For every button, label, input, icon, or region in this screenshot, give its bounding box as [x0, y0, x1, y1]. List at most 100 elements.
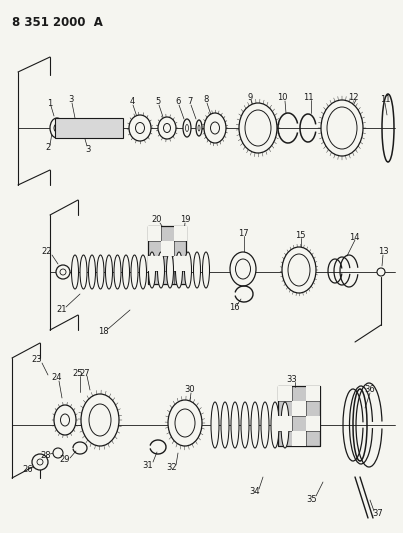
- Bar: [55, 118, 123, 138]
- Text: 28: 28: [41, 451, 51, 461]
- Ellipse shape: [158, 117, 176, 139]
- Text: 30: 30: [185, 385, 195, 394]
- Text: 17: 17: [238, 229, 248, 238]
- Ellipse shape: [131, 255, 138, 289]
- Ellipse shape: [193, 252, 201, 288]
- Text: 22: 22: [42, 247, 52, 256]
- Text: 37: 37: [373, 510, 383, 519]
- Text: 7: 7: [187, 98, 193, 107]
- Text: 4: 4: [129, 98, 135, 107]
- Ellipse shape: [231, 402, 239, 448]
- Ellipse shape: [185, 252, 191, 288]
- Bar: [161, 241, 174, 256]
- Text: 16: 16: [229, 303, 239, 312]
- Ellipse shape: [168, 400, 202, 446]
- Text: 13: 13: [378, 247, 388, 256]
- Bar: [148, 226, 161, 241]
- Circle shape: [37, 459, 43, 465]
- Text: 9: 9: [247, 93, 253, 101]
- Text: 20: 20: [152, 215, 162, 224]
- Text: 27: 27: [80, 368, 90, 377]
- Ellipse shape: [235, 259, 251, 279]
- Circle shape: [56, 265, 70, 279]
- Circle shape: [32, 454, 48, 470]
- Bar: [174, 256, 187, 271]
- Ellipse shape: [198, 125, 200, 131]
- Ellipse shape: [89, 404, 111, 436]
- Text: 36: 36: [365, 385, 375, 394]
- Text: 5: 5: [156, 98, 161, 107]
- Ellipse shape: [129, 115, 151, 141]
- Ellipse shape: [164, 124, 170, 133]
- Circle shape: [377, 268, 385, 276]
- Text: 29: 29: [60, 456, 70, 464]
- Ellipse shape: [166, 252, 174, 288]
- Text: 33: 33: [287, 375, 297, 384]
- Text: 15: 15: [295, 230, 305, 239]
- Circle shape: [60, 269, 66, 275]
- Ellipse shape: [123, 255, 129, 289]
- Text: 3: 3: [69, 95, 74, 104]
- Bar: [278, 386, 292, 401]
- Ellipse shape: [106, 255, 112, 289]
- Ellipse shape: [175, 252, 183, 288]
- Ellipse shape: [204, 113, 226, 143]
- Text: 25: 25: [73, 368, 83, 377]
- Ellipse shape: [196, 120, 202, 136]
- Text: 32: 32: [167, 464, 177, 472]
- Bar: [278, 416, 292, 431]
- Text: 26: 26: [23, 465, 33, 474]
- Ellipse shape: [251, 402, 259, 448]
- Text: 21: 21: [57, 305, 67, 314]
- Ellipse shape: [60, 414, 69, 426]
- Text: 31: 31: [143, 461, 153, 470]
- Text: 10: 10: [277, 93, 287, 102]
- Ellipse shape: [230, 252, 256, 286]
- Ellipse shape: [185, 125, 189, 132]
- Text: 19: 19: [180, 215, 190, 224]
- Bar: [306, 386, 320, 401]
- Text: 2: 2: [46, 143, 51, 152]
- Ellipse shape: [139, 255, 147, 289]
- Ellipse shape: [261, 402, 269, 448]
- Ellipse shape: [239, 103, 277, 153]
- Text: 18: 18: [98, 327, 108, 336]
- Ellipse shape: [211, 402, 219, 448]
- Ellipse shape: [97, 255, 104, 289]
- Bar: [148, 256, 161, 271]
- Ellipse shape: [327, 107, 357, 149]
- Ellipse shape: [241, 402, 249, 448]
- Ellipse shape: [54, 124, 60, 132]
- Ellipse shape: [281, 402, 289, 448]
- Ellipse shape: [175, 409, 195, 437]
- Ellipse shape: [245, 110, 271, 146]
- Ellipse shape: [135, 123, 145, 133]
- Text: 34: 34: [250, 488, 260, 497]
- Text: 35: 35: [307, 495, 317, 504]
- Ellipse shape: [114, 255, 121, 289]
- Bar: [148, 226, 186, 284]
- Ellipse shape: [158, 252, 164, 288]
- Bar: [292, 401, 306, 416]
- Text: 24: 24: [52, 374, 62, 383]
- Ellipse shape: [89, 255, 96, 289]
- Bar: [278, 386, 320, 446]
- Ellipse shape: [288, 254, 310, 286]
- Ellipse shape: [282, 247, 316, 293]
- Text: 23: 23: [32, 356, 42, 365]
- Text: 8: 8: [203, 95, 209, 104]
- Ellipse shape: [50, 118, 64, 138]
- Text: 11: 11: [303, 93, 313, 101]
- Ellipse shape: [321, 100, 363, 156]
- Text: 11: 11: [380, 95, 390, 104]
- Ellipse shape: [202, 252, 210, 288]
- Ellipse shape: [210, 122, 220, 134]
- Ellipse shape: [183, 119, 191, 137]
- Circle shape: [53, 448, 63, 458]
- Text: 1: 1: [48, 99, 53, 108]
- Bar: [306, 416, 320, 431]
- Text: 8 351 2000  A: 8 351 2000 A: [12, 16, 103, 29]
- Text: 12: 12: [348, 93, 358, 101]
- Ellipse shape: [271, 402, 279, 448]
- Ellipse shape: [71, 255, 79, 289]
